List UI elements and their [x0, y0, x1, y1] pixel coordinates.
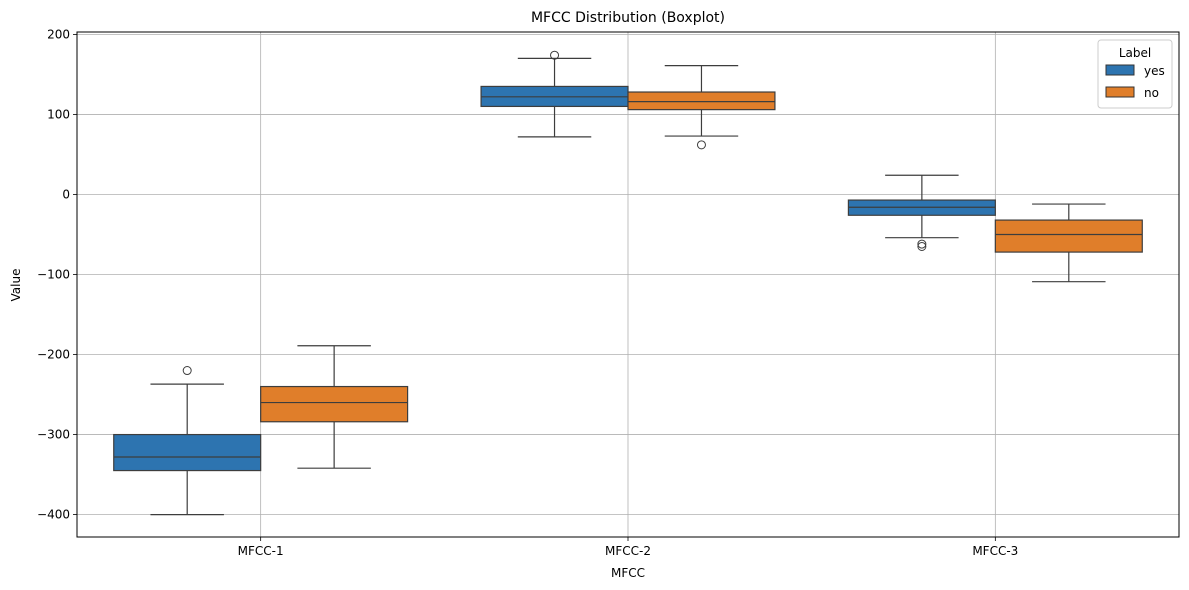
- x-tick-label: MFCC-1: [238, 544, 284, 558]
- outlier-point: [550, 50, 560, 60]
- y-tick-label: 0: [62, 187, 70, 201]
- legend-swatch-no: [1105, 86, 1135, 98]
- outlier-point: [696, 140, 706, 150]
- box-no: [260, 385, 409, 423]
- x-tick-label: MFCC-2: [605, 544, 651, 558]
- y-tick-label: −300: [37, 428, 70, 442]
- x-axis-title: MFCC: [611, 566, 645, 580]
- y-axis-title: Value: [9, 269, 23, 302]
- legend-swatch-yes: [1105, 64, 1135, 76]
- x-axis: MFCC-1 MFCC-2 MFCC-3: [238, 537, 1018, 558]
- outlier-point: [917, 239, 927, 249]
- legend-label-no: no: [1144, 86, 1159, 100]
- chart-title: MFCC Distribution (Boxplot): [531, 10, 725, 26]
- legend: Label yes no: [1097, 39, 1173, 109]
- box-no: [627, 91, 776, 111]
- y-tick-label: −100: [37, 267, 70, 281]
- x-tick-label: MFCC-3: [972, 544, 1018, 558]
- box-group: [113, 50, 1143, 516]
- box-no: [994, 219, 1143, 253]
- outlier-point: [917, 241, 927, 251]
- y-tick-label: −400: [37, 508, 70, 522]
- legend-label-yes: yes: [1144, 64, 1165, 78]
- outlier-point: [182, 366, 192, 376]
- box-yes: [113, 433, 262, 472]
- y-tick-label: 100: [47, 107, 70, 121]
- y-axis: 200 100 0 −100 −200 −300 −400: [37, 27, 77, 522]
- y-tick-label: −200: [37, 348, 70, 362]
- legend-title: Label: [1119, 46, 1151, 60]
- y-tick-label: 200: [47, 27, 70, 41]
